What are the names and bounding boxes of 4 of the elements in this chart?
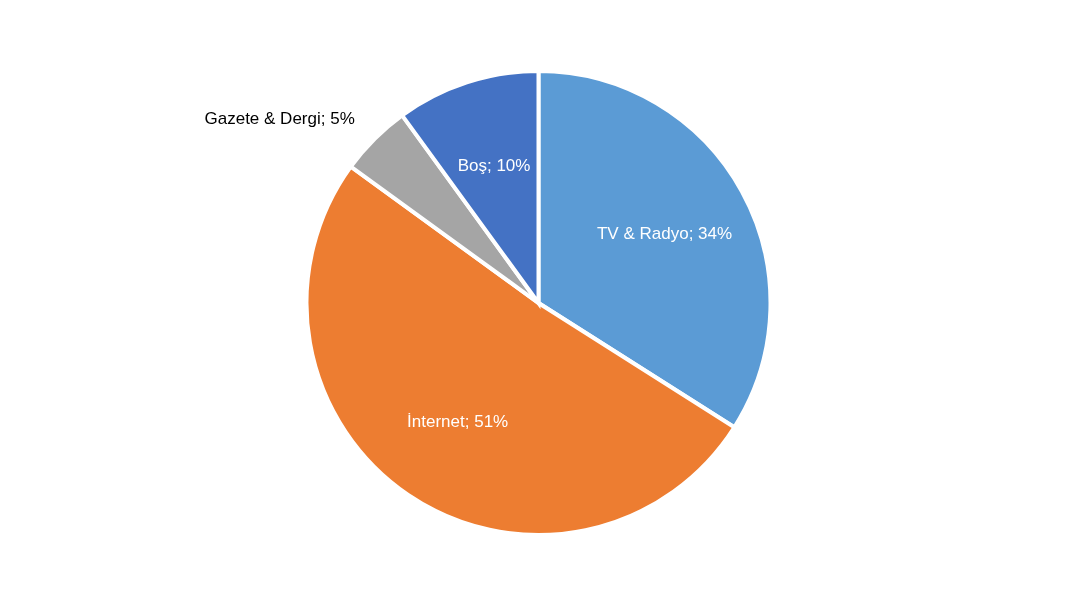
slice-label: TV & Radyo; 34% [596, 223, 733, 243]
slice-label: Boş; 10% [457, 156, 531, 176]
slice-label: İnternet; 51% [407, 411, 509, 431]
slice-label: Gazete & Dergi; 5% [204, 109, 355, 129]
